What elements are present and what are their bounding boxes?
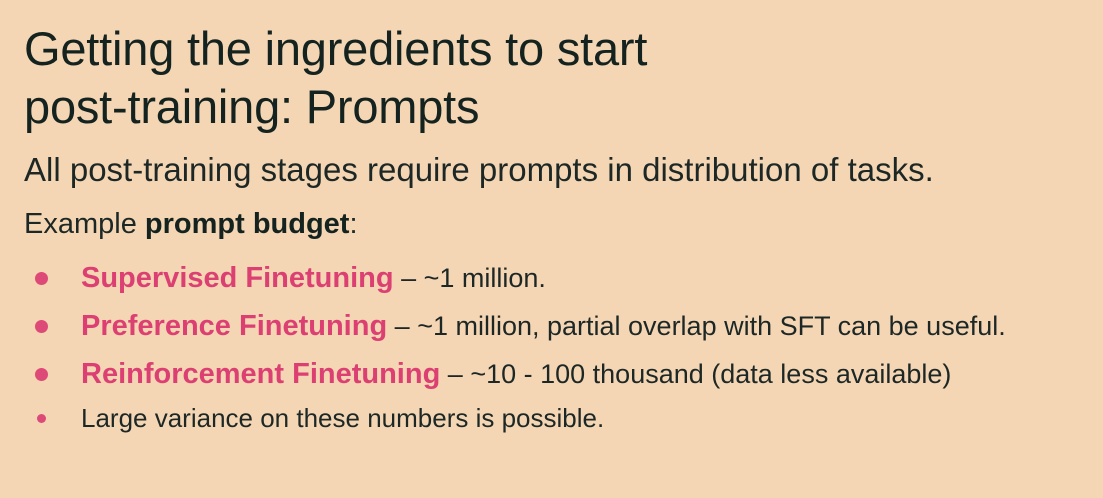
bullet-icon — [35, 272, 48, 285]
budget-heading: Example prompt budget: — [24, 206, 1079, 242]
budget-prefix: Example — [24, 208, 145, 240]
item-term: Supervised Finetuning — [81, 262, 394, 294]
budget-suffix: : — [349, 208, 358, 240]
item-text: – ~1 million. — [393, 263, 546, 293]
bullet-icon — [37, 414, 46, 423]
item-term: Reinforcement Finetuning — [81, 358, 441, 390]
list-item: Large variance on these numbers is possi… — [24, 398, 1079, 438]
bullet-icon — [35, 320, 48, 333]
list-item: Preference Finetuning – ~1 million, part… — [24, 302, 1079, 350]
list-item: Reinforcement Finetuning – ~10 - 100 tho… — [24, 350, 1079, 398]
item-text: – ~1 million, partial overlap with SFT c… — [387, 311, 1006, 341]
note-text: Large variance on these numbers is possi… — [81, 403, 605, 433]
subtitle: All post-training stages require prompts… — [24, 151, 934, 188]
item-term: Preference Finetuning — [81, 310, 388, 342]
title-line-1: Getting the ingredients to start — [24, 22, 648, 75]
bullet-icon — [35, 368, 48, 381]
budget-list: Supervised Finetuning – ~1 million. Pref… — [24, 254, 1079, 438]
item-text: – ~10 - 100 thousand (data less availabl… — [440, 359, 952, 389]
budget-bold: prompt budget — [144, 208, 350, 240]
slide-title: Getting the ingredients to start post-tr… — [24, 20, 1079, 136]
title-line-2: post-training: Prompts — [24, 80, 480, 133]
list-item: Supervised Finetuning – ~1 million. — [24, 254, 1079, 302]
